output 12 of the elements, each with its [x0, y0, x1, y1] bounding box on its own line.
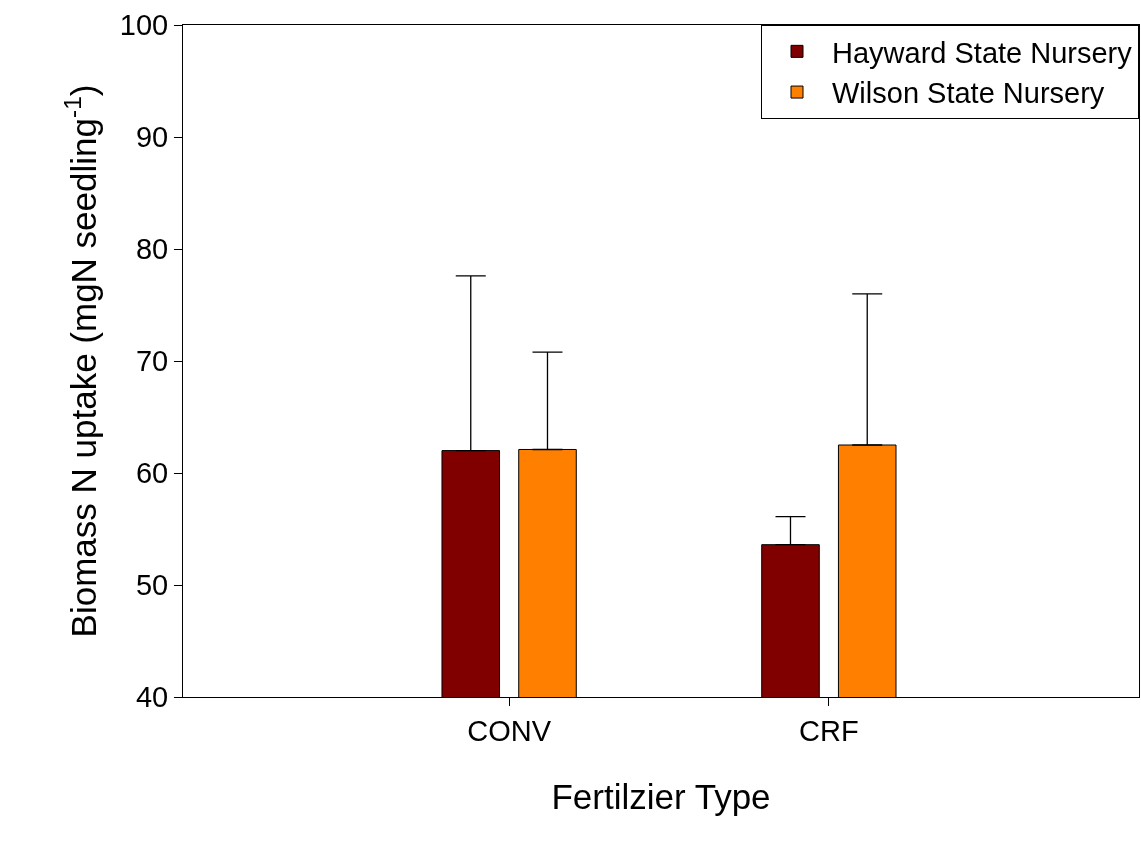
- x-tick-label: CRF: [799, 714, 859, 747]
- y-tick-label: 40: [135, 681, 169, 714]
- legend-label: Wilson State Nursery: [832, 77, 1105, 110]
- x-axis-title: Fertilzier Type: [551, 776, 771, 816]
- y-tick-label: 70: [135, 345, 169, 378]
- legend-label: Hayward State Nursery: [832, 36, 1133, 69]
- x-tick-label: CONV: [467, 714, 552, 747]
- y-tick-label: 100: [119, 9, 169, 42]
- y-tick-label: 50: [135, 569, 169, 602]
- y-tick-label: 60: [135, 457, 169, 490]
- y-tick-label: 90: [135, 121, 169, 154]
- y-tick-label: 80: [135, 233, 169, 266]
